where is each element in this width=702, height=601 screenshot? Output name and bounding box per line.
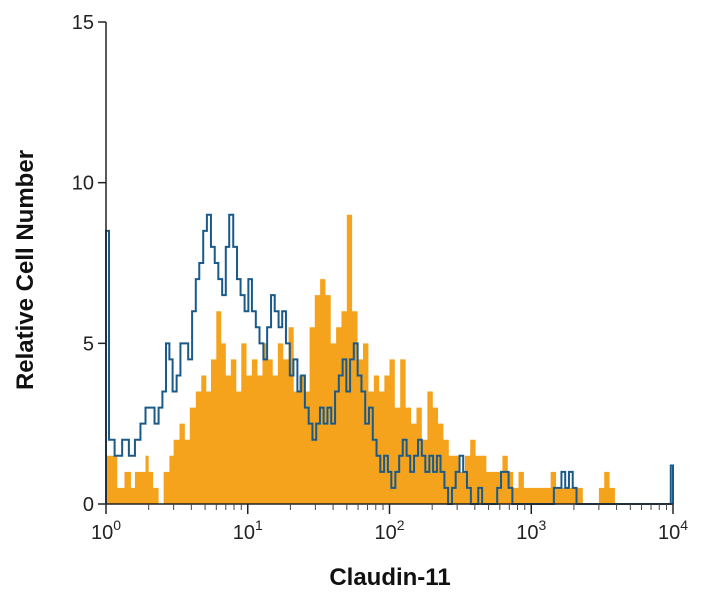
- y-tick-label: 10: [72, 173, 94, 195]
- y-axis-title: Relative Cell Number: [12, 150, 39, 390]
- x-tick-label: 103: [516, 517, 546, 544]
- histogram-series-1: [106, 214, 626, 505]
- axes: [98, 21, 674, 514]
- x-tick-label: 102: [374, 517, 404, 544]
- tick-labels: 0 5 10 15 100 101 102 103 104: [72, 12, 688, 544]
- y-tick-label: 15: [72, 12, 94, 34]
- x-axis-title: Claudin-11: [329, 564, 450, 591]
- x-tick-label: 100: [91, 517, 121, 544]
- y-tick-label: 5: [83, 333, 94, 355]
- y-tick-label: 0: [83, 494, 94, 516]
- x-tick-label: 101: [233, 517, 263, 544]
- series-layer: [105, 213, 674, 505]
- x-tick-label: 104: [658, 517, 688, 544]
